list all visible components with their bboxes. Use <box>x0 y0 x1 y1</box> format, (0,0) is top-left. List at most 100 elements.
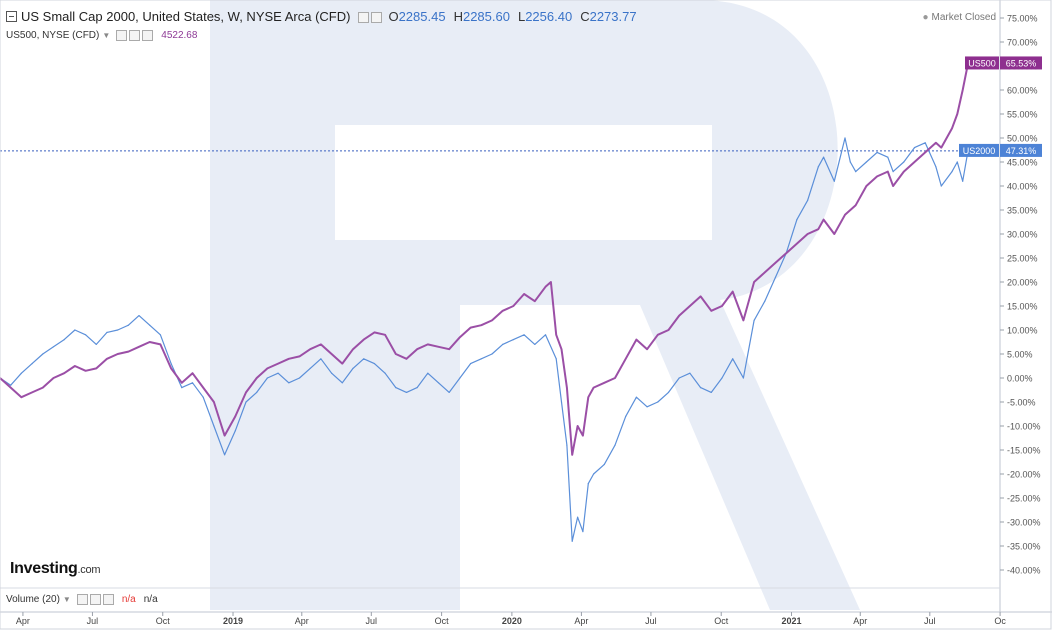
x-tick-label: Apr <box>295 616 309 626</box>
data-point-us2000 <box>710 391 712 393</box>
data-point-us2000 <box>459 377 461 379</box>
x-tick-label: Jul <box>366 616 378 626</box>
data-point-us2000 <box>234 430 236 432</box>
data-point-us500 <box>935 142 937 144</box>
data-point-us500 <box>138 346 140 348</box>
data-point-us2000 <box>523 334 525 336</box>
series-controls[interactable] <box>358 9 384 24</box>
data-point-us500 <box>710 310 712 312</box>
data-point-us2000 <box>807 199 809 201</box>
settings-icon[interactable] <box>116 30 128 41</box>
data-point-us2000 <box>245 401 247 403</box>
data-point-us500 <box>20 396 22 398</box>
data-point-us500 <box>833 233 835 235</box>
data-point-us2000 <box>384 372 386 374</box>
series-name-label: US500 <box>968 58 996 68</box>
data-point-us2000 <box>577 516 579 518</box>
data-point-us500 <box>593 387 595 389</box>
data-point-us2000 <box>191 382 194 384</box>
data-point-us500 <box>587 396 589 398</box>
data-point-us500 <box>625 358 627 360</box>
visibility-icon[interactable] <box>89 594 101 605</box>
chevron-down-icon[interactable]: ▼ <box>102 31 111 40</box>
data-point-us500 <box>288 358 290 360</box>
x-tick-label: 2020 <box>502 616 522 626</box>
data-point-us500 <box>363 339 365 341</box>
data-point-us500 <box>523 293 525 295</box>
settings-icon[interactable] <box>358 12 370 24</box>
data-point-us500 <box>534 300 536 302</box>
data-point-us2000 <box>256 391 258 393</box>
y-tick-label: -5.00% <box>1007 398 1036 408</box>
data-point-us2000 <box>277 372 279 374</box>
data-point-us2000 <box>571 540 573 542</box>
data-point-us500 <box>95 367 97 369</box>
visibility-icon[interactable] <box>371 12 383 24</box>
data-point-us2000 <box>865 161 868 163</box>
series-name-tag <box>965 56 999 70</box>
chart-header: US Small Cap 2000, United States, W, NYS… <box>6 9 645 24</box>
data-point-us500 <box>437 346 440 348</box>
data-point-us2000 <box>560 401 563 403</box>
overlay-legend: US500, NYSE (CFD) ▼ 4522.68 <box>6 30 197 41</box>
close-icon[interactable] <box>142 30 154 41</box>
data-point-us500 <box>74 365 76 367</box>
data-point-us500 <box>416 348 418 350</box>
data-point-us2000 <box>962 180 964 182</box>
data-point-us500 <box>85 370 87 372</box>
data-point-us500 <box>577 425 579 427</box>
settings-icon[interactable] <box>76 594 88 605</box>
data-point-us2000 <box>10 384 12 386</box>
last-value-badge-us500: US500 65.53% <box>965 56 1042 70</box>
data-point-us2000 <box>833 180 835 182</box>
y-tick-label: 30.00% <box>1007 230 1038 240</box>
data-point-us2000 <box>138 315 140 317</box>
data-point-us500 <box>448 348 450 350</box>
data-point-us500 <box>678 315 680 317</box>
last-value-label: 47.31% <box>1006 146 1037 156</box>
data-point-us500 <box>52 377 55 379</box>
x-tick-label: Apr <box>16 616 30 626</box>
data-point-us500 <box>887 171 889 173</box>
x-tick-label: 2019 <box>223 616 243 626</box>
watermark-logo <box>210 0 860 610</box>
data-point-us500 <box>667 329 670 331</box>
data-point-us2000 <box>742 377 745 379</box>
data-point-us500 <box>774 262 777 264</box>
close-icon[interactable] <box>102 594 114 605</box>
data-point-us2000 <box>106 331 108 333</box>
last-value-tag <box>1000 56 1042 70</box>
y-tick-label: 25.00% <box>1007 254 1038 264</box>
volume-value-1: n/a <box>121 594 136 605</box>
data-point-us500 <box>823 219 825 221</box>
data-point-us500 <box>298 355 301 357</box>
data-point-us500 <box>796 243 798 245</box>
data-point-us2000 <box>555 358 557 360</box>
data-point-us2000 <box>582 531 584 533</box>
data-point-us500 <box>106 358 108 360</box>
overlay-label: US500, NYSE (CFD) <box>6 30 100 41</box>
last-value-label: 65.53% <box>1006 58 1037 68</box>
data-point-us2000 <box>721 377 723 379</box>
collapse-icon[interactable] <box>6 11 17 22</box>
y-tick-label: 50.00% <box>1007 134 1038 144</box>
y-tick-label: 55.00% <box>1007 110 1038 120</box>
data-point-us2000 <box>491 353 493 355</box>
data-point-us2000 <box>534 343 536 345</box>
visibility-icon[interactable] <box>129 30 141 41</box>
data-point-us500 <box>560 348 563 350</box>
ohlc-values: O2285.45 H2285.60 L2256.40 C2273.77 <box>388 9 644 24</box>
data-point-us500 <box>753 281 755 283</box>
data-point-us2000 <box>74 329 76 331</box>
data-point-us500 <box>170 367 172 369</box>
status-dot-icon: ● <box>922 12 929 23</box>
chevron-down-icon[interactable]: ▼ <box>62 595 71 604</box>
data-point-us500 <box>924 151 926 153</box>
data-point-us500 <box>962 89 964 91</box>
y-tick-label: 35.00% <box>1007 206 1038 216</box>
data-point-us500 <box>127 351 129 353</box>
data-point-us2000 <box>266 377 268 379</box>
data-point-us500 <box>817 228 819 230</box>
data-point-us500 <box>571 454 573 456</box>
